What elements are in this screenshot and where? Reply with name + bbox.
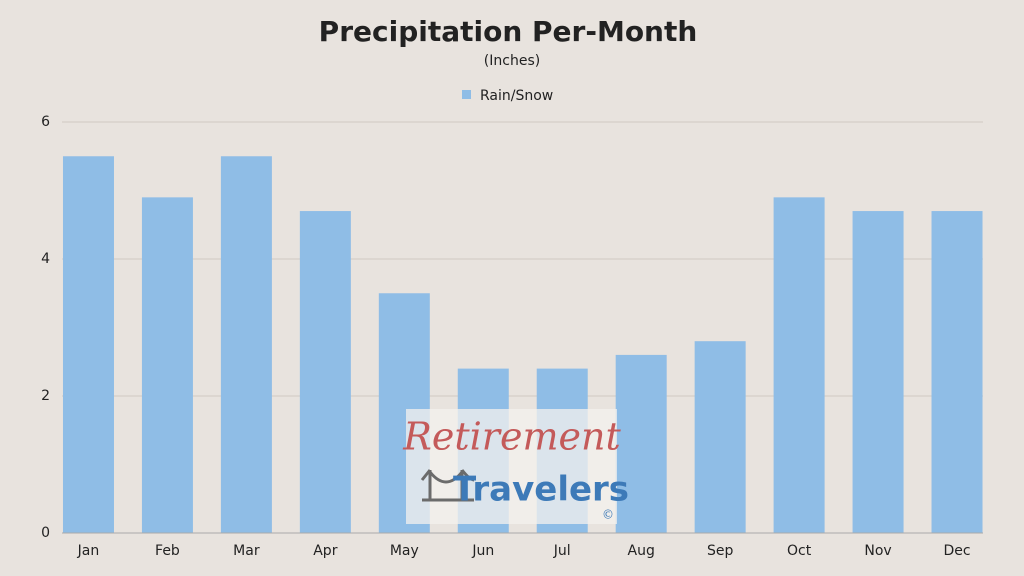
bar	[852, 211, 904, 534]
chart-subtitle: (Inches)	[484, 53, 540, 69]
x-tick-label: Mar	[233, 543, 260, 559]
y-tick-label: 6	[41, 114, 50, 130]
watermark-mark: ©	[602, 508, 614, 522]
bar	[694, 341, 746, 533]
y-tick-label: 0	[41, 525, 50, 541]
watermark-line2: Travelers	[453, 470, 629, 510]
bar	[299, 211, 351, 534]
x-tick-label: Nov	[864, 543, 891, 559]
bar	[220, 156, 272, 533]
bar	[773, 197, 825, 533]
watermark-line1: Retirement	[402, 415, 621, 459]
watermark-box	[406, 409, 617, 524]
bar	[141, 197, 193, 533]
x-tick-label: Jul	[553, 543, 571, 559]
legend-swatch	[462, 90, 471, 99]
x-tick-label: Dec	[943, 543, 970, 559]
x-tick-label: Apr	[313, 543, 337, 559]
x-tick-label: Oct	[787, 543, 812, 559]
x-tick-label: Sep	[707, 543, 734, 559]
chart-title: Precipitation Per-Month	[319, 15, 698, 48]
x-tick-label: Jun	[471, 543, 494, 559]
x-tick-label: Jan	[77, 543, 100, 559]
bar	[615, 354, 667, 533]
watermark: Retirement Travelers ©	[402, 409, 629, 524]
x-tick-label: May	[390, 543, 419, 559]
bar	[931, 211, 983, 534]
y-tick-label: 4	[41, 251, 50, 267]
bridge-icon	[420, 469, 475, 502]
bar	[62, 156, 114, 533]
y-tick-label: 2	[41, 388, 50, 404]
legend-label: Rain/Snow	[480, 88, 553, 104]
x-tick-label: Feb	[155, 543, 180, 559]
x-tick-label: Aug	[628, 543, 655, 559]
